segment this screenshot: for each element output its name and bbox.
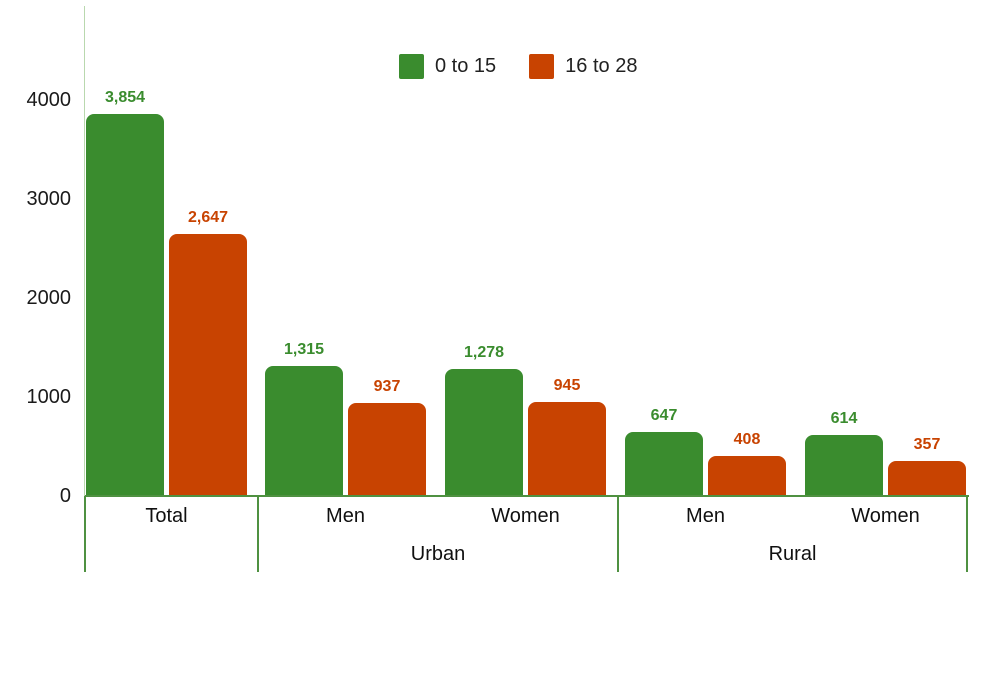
legend-item-16-to-28: 16 to 28 [529,54,637,79]
x-category-label-women-4: Women [851,505,920,527]
y-tick-label-0: 0 [59,485,71,507]
x-group-label-urban: Urban [410,543,466,565]
x-axis-divider-2 [617,496,619,572]
legend-swatch-0-to-15-icon [399,54,424,79]
x-category-label-men-3: Men [686,505,725,527]
bar-16-to-28-men-3 [708,456,786,496]
value-label-16-to-28-men-1: 937 [373,378,401,395]
legend-swatch-16-to-28-icon [529,54,555,79]
x-group-label-rural: Rural [768,543,817,565]
x-axis-divider-0 [84,496,86,572]
x-axis-divider-3 [966,496,968,572]
value-label-0-to-15-women-2: 1,278 [463,344,505,361]
y-tick-label-4000: 4000 [26,89,72,111]
y-axis-line [84,6,85,496]
value-label-16-to-28-women-4: 357 [913,436,941,453]
value-label-16-to-28-women-2: 945 [553,377,581,394]
bar-16-to-28-women-2 [528,402,606,496]
bar-16-to-28-men-1 [348,403,426,496]
y-tick-label-3000: 3000 [26,188,72,210]
chart-legend: 0 to 15 16 to 28 [399,54,637,79]
bar-16-to-28-women-4 [888,461,966,496]
y-tick-label-2000: 2000 [26,287,72,309]
value-label-0-to-15-women-4: 614 [830,410,858,427]
value-label-16-to-28-men-3: 408 [733,431,761,448]
bar-0-to-15-women-4 [805,435,883,496]
legend-item-0-to-15: 0 to 15 [399,54,496,79]
bar-0-to-15-men-3 [625,432,703,496]
legend-label-0-to-15: 0 to 15 [435,55,497,77]
y-tick-label-1000: 1000 [26,386,72,408]
x-axis-line [85,495,969,497]
value-label-0-to-15-men-3: 647 [650,407,678,424]
x-axis-divider-1 [257,496,259,572]
value-label-16-to-28-total-0: 2,647 [187,209,229,226]
legend-label-16-to-28: 16 to 28 [565,55,638,77]
x-category-label-total-0: Total [145,505,188,527]
x-category-label-men-1: Men [326,505,365,527]
bar-0-to-15-women-2 [445,369,523,496]
bar-0-to-15-total-0 [86,114,164,496]
bar-16-to-28-total-0 [169,234,247,496]
bar-0-to-15-men-1 [265,366,343,496]
x-category-label-women-2: Women [491,505,560,527]
value-label-0-to-15-men-1: 1,315 [283,341,325,358]
value-label-0-to-15-total-0: 3,854 [104,89,146,106]
